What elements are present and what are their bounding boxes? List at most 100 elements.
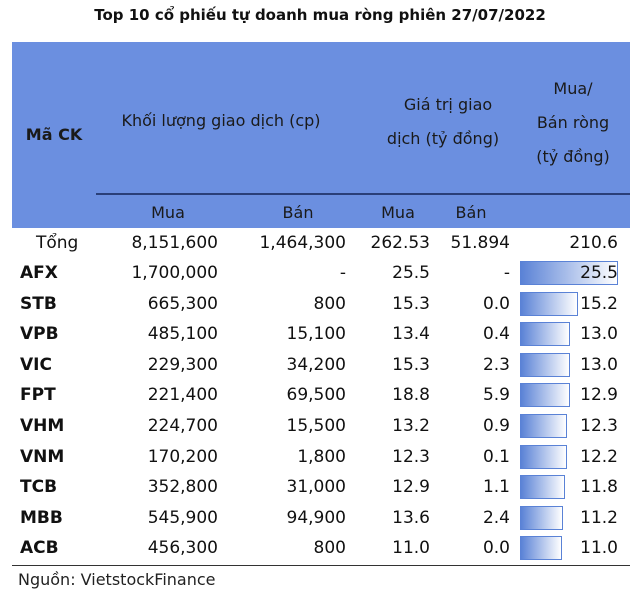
total-label: Tổng (36, 233, 79, 253)
val-sell-cell: 2.4 (482, 507, 510, 528)
table-row: FPT 221,400 69,500 18.8 5.9 12.9 (12, 380, 630, 410)
vol-sell-cell: 800 (313, 293, 346, 314)
val-sell-cell: 0.9 (482, 416, 510, 436)
code-cell: VIC (20, 354, 52, 375)
net-cell: 12.3 (580, 416, 618, 436)
vol-sell-cell: 800 (313, 538, 346, 559)
table-bottom-border (12, 565, 630, 566)
header-divider (96, 193, 630, 195)
table-row: STB 665,300 800 15.3 0.0 15.2 (12, 289, 630, 319)
table-row: VPB 485,100 15,100 13.4 0.4 13.0 (12, 319, 630, 349)
vol-sell-cell: 69,500 (286, 385, 346, 406)
val-sell-cell: 0.4 (482, 324, 510, 345)
vol-buy-cell: 456,300 (147, 538, 218, 559)
val-sell-cell: 0.0 (482, 538, 510, 559)
vol-buy-cell: 485,100 (147, 324, 218, 345)
header-vol-buy: Mua (151, 203, 185, 222)
header-value-line1: Giá trị giao (403, 95, 493, 114)
net-cell: 11.8 (580, 477, 618, 498)
val-buy-cell: 12.9 (392, 477, 430, 498)
chart-title: Top 10 cổ phiếu tự doanh mua ròng phiên … (94, 6, 546, 24)
code-cell: MBB (20, 507, 63, 528)
table-row: TCB 352,800 31,000 12.9 1.1 11.8 (12, 472, 630, 502)
total-net: 210.6 (569, 233, 618, 253)
code-cell: VNM (20, 446, 65, 467)
val-sell-cell: 0.1 (482, 446, 510, 467)
total-val-buy: 262.53 (370, 233, 430, 253)
table-header: Mã CK Khối lượng giao dịch (cp) Giá trị … (12, 42, 630, 228)
vol-buy-cell: 665,300 (147, 293, 218, 314)
table-row: AFX 1,700,000 - 25.5 - 25.5 (12, 258, 630, 288)
net-bar (520, 322, 570, 347)
code-cell: VPB (20, 324, 59, 345)
val-sell-cell: 1.1 (482, 477, 510, 498)
net-cell: 11.2 (580, 507, 618, 528)
net-cell: 13.0 (580, 354, 618, 375)
val-buy-cell: 18.8 (392, 385, 430, 406)
code-cell: FPT (20, 385, 56, 406)
total-val-sell: 51.894 (450, 233, 510, 253)
vol-sell-cell: 31,000 (286, 477, 346, 498)
header-val-buy: Mua (381, 203, 415, 222)
val-buy-cell: 13.6 (392, 507, 430, 528)
vol-buy-cell: 170,200 (147, 446, 218, 467)
header-val-sell: Bán (455, 203, 487, 222)
net-bar (520, 444, 567, 469)
table-row: VIC 229,300 34,200 15.3 2.3 13.0 (12, 350, 630, 380)
net-bar (520, 261, 618, 285)
vol-sell-cell: 1,800 (297, 446, 346, 467)
net-bar (520, 414, 568, 438)
vol-buy-cell: 352,800 (147, 477, 218, 498)
val-buy-cell: 12.3 (392, 446, 430, 467)
val-buy-cell: 11.0 (392, 538, 430, 559)
net-bar (520, 352, 570, 377)
vol-sell-cell: - (339, 263, 346, 283)
source-note: Nguồn: VietstockFinance (18, 570, 216, 589)
net-cell: 15.2 (580, 293, 618, 314)
net-bar (520, 475, 566, 500)
table-row: ACB 456,300 800 11.0 0.0 11.0 (12, 533, 630, 563)
val-buy-cell: 25.5 (392, 263, 430, 283)
val-sell-cell: 2.3 (482, 354, 510, 375)
val-buy-cell: 15.3 (392, 293, 430, 314)
vol-buy-cell: 224,700 (147, 416, 218, 436)
vol-buy-cell: 221,400 (147, 385, 218, 406)
vol-sell-cell: 15,500 (286, 416, 346, 436)
net-cell: 13.0 (580, 324, 618, 345)
total-vol-sell: 1,464,300 (259, 233, 346, 253)
table-row: MBB 545,900 94,900 13.6 2.4 11.2 (12, 503, 630, 533)
vol-sell-cell: 94,900 (286, 507, 346, 528)
val-sell-cell: - (503, 263, 510, 283)
header-code: Mã CK (25, 125, 83, 144)
total-vol-buy: 8,151,600 (131, 233, 218, 253)
val-sell-cell: 5.9 (482, 385, 510, 406)
header-vol-sell: Bán (282, 203, 314, 222)
vol-sell-cell: 34,200 (286, 354, 346, 375)
vol-buy-cell: 1,700,000 (131, 263, 218, 283)
net-bar (520, 536, 563, 561)
net-cell: 25.5 (580, 263, 618, 283)
code-cell: TCB (20, 477, 58, 498)
net-bar (520, 383, 570, 408)
code-cell: AFX (20, 263, 58, 283)
net-bar (520, 505, 564, 530)
net-bar (520, 291, 579, 316)
vol-buy-cell: 229,300 (147, 354, 218, 375)
code-cell: STB (20, 293, 57, 314)
code-cell: ACB (20, 538, 59, 559)
val-sell-cell: 0.0 (482, 293, 510, 314)
table-row: VNM 170,200 1,800 12.3 0.1 12.2 (12, 442, 630, 472)
code-cell: VHM (20, 416, 65, 436)
header-value-line2: dịch (tỷ đồng) (386, 129, 500, 148)
val-buy-cell: 13.4 (392, 324, 430, 345)
header-net-line1: Mua/ (553, 79, 593, 98)
header-volume: Khối lượng giao dịch (cp) (121, 111, 321, 130)
header-net-line3: (tỷ đồng) (536, 147, 610, 166)
total-row: Tổng 8,151,600 1,464,300 262.53 51.894 2… (12, 228, 630, 258)
header-net-line2: Bán ròng (536, 113, 610, 132)
net-cell: 12.9 (580, 385, 618, 406)
vol-sell-cell: 15,100 (286, 324, 346, 345)
net-cell: 12.2 (580, 446, 618, 467)
net-cell: 11.0 (580, 538, 618, 559)
table-row: VHM 224,700 15,500 13.2 0.9 12.3 (12, 411, 630, 441)
